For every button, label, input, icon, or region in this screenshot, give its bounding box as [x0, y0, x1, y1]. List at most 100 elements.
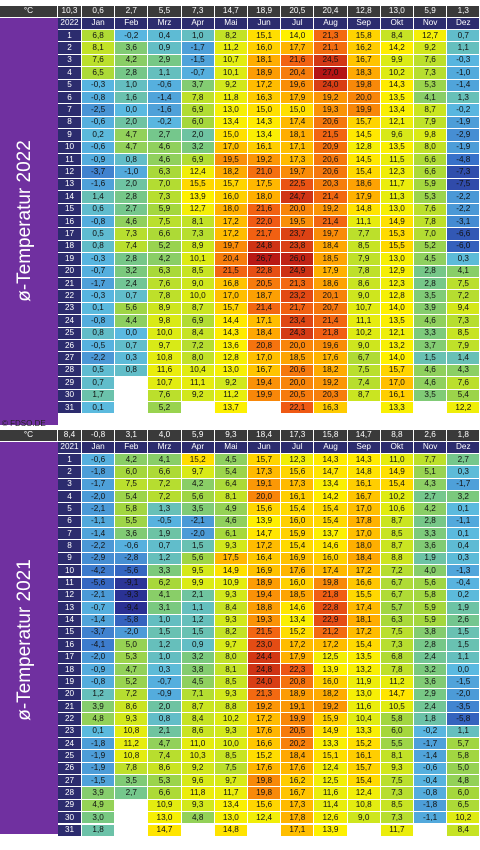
data-cell: 0,8: [82, 327, 116, 340]
data-cell: 14,3: [380, 79, 414, 92]
data-cell: 8,5: [447, 327, 480, 340]
data-cell: 12,8: [380, 290, 414, 303]
data-cell: 16,0: [314, 676, 348, 689]
data-cell: 6,6: [148, 787, 182, 800]
data-cell: 24,4: [248, 651, 282, 664]
data-cell: -9,4: [115, 602, 149, 615]
day-label: 11: [58, 577, 82, 590]
data-cell: -1,5: [82, 775, 116, 788]
data-cell: 24,8: [248, 240, 282, 254]
data-cell: 18,4: [248, 327, 282, 340]
data-cell: 13,5: [380, 315, 414, 328]
data-cell: 6,9: [181, 104, 215, 117]
data-cell: -1,8: [82, 466, 116, 479]
day-label: 29: [58, 377, 82, 390]
day-label: 10: [58, 565, 82, 578]
data-cell: 2,4: [115, 278, 149, 291]
day-label: 18: [58, 663, 82, 677]
data-cell: 7,8: [115, 762, 149, 776]
monthly-mean: 5,9: [414, 6, 448, 18]
data-cell: 2,4: [414, 651, 448, 664]
data-cell: -1,1: [447, 515, 480, 529]
data-cell: 7,6: [82, 54, 116, 68]
data-cell: -2,2: [82, 352, 116, 365]
data-cell: 10,1: [181, 253, 215, 266]
data-cell: 10,2: [447, 812, 480, 825]
data-cell: [414, 824, 448, 837]
data-cell: 20,5: [248, 278, 282, 291]
day-label: 30: [58, 812, 82, 825]
data-cell: 11,2: [115, 738, 149, 751]
data-cell: 9,3: [181, 799, 215, 813]
data-cell: 0,1: [447, 528, 480, 541]
day-label: 11: [58, 154, 82, 167]
data-cell: 17,9: [281, 651, 315, 664]
data-cell: 4,2: [148, 253, 182, 266]
data-cell: 7,2: [447, 290, 480, 303]
data-cell: 23,8: [281, 240, 315, 254]
day-label: 20: [58, 265, 82, 278]
data-cell: 22,3: [281, 663, 315, 677]
data-cell: 20,0: [347, 92, 381, 105]
data-cell: 16,1: [380, 389, 414, 402]
data-cell: -1,5: [447, 676, 480, 689]
data-cell: 15,5: [347, 589, 381, 603]
data-cell: 19,2: [248, 701, 282, 714]
day-label: 26: [58, 340, 82, 353]
data-cell: 11,5: [380, 154, 414, 167]
data-cell: 16,2: [347, 42, 381, 55]
day-label: 9: [58, 552, 82, 566]
data-cell: -0,9: [82, 154, 116, 167]
data-cell: 5,2: [414, 240, 448, 254]
monthly-mean: 2,6: [414, 430, 448, 442]
data-cell: 22,0: [248, 216, 282, 229]
data-cell: 18,4: [281, 750, 315, 763]
day-label: 31: [58, 402, 82, 415]
data-cell: 7,5: [115, 478, 149, 492]
data-cell: 22,9: [314, 614, 348, 627]
day-label: 17: [58, 228, 82, 241]
data-cell: 13,0: [380, 203, 414, 216]
data-cell: 21,6: [248, 203, 282, 216]
data-cell: 20,5: [281, 389, 315, 402]
data-cell: 4,3: [447, 364, 480, 378]
data-cell: 3,2: [181, 651, 215, 664]
data-cell: 22,8: [314, 602, 348, 615]
day-label: 1: [58, 30, 82, 43]
data-cell: 3,3: [414, 327, 448, 340]
data-cell: 4,6: [414, 364, 448, 378]
day-label: 12: [58, 589, 82, 603]
data-cell: 5,6: [414, 577, 448, 590]
data-cell: -1,9: [82, 762, 116, 776]
data-cell: -0,6: [82, 454, 116, 467]
data-cell: -5,8: [447, 713, 480, 726]
data-cell: 9,2: [214, 377, 248, 390]
data-cell: [248, 824, 282, 837]
data-cell: 3,6: [115, 42, 149, 55]
day-label: 13: [58, 602, 82, 615]
data-cell: 14,9: [380, 466, 414, 479]
data-cell: 7,8: [148, 290, 182, 303]
data-cell: 12,5: [314, 651, 348, 664]
data-cell: 17,1: [248, 315, 282, 328]
data-cell: 5,9: [414, 178, 448, 192]
data-cell: 15,0: [214, 129, 248, 142]
data-cell: 11,2: [214, 42, 248, 55]
data-cell: 13,5: [380, 141, 414, 154]
data-cell: 13,5: [380, 92, 414, 105]
data-cell: -0,3: [82, 79, 116, 92]
data-cell: 8,7: [181, 302, 215, 316]
data-cell: 18,1: [281, 129, 315, 142]
data-cell: 1,1: [447, 651, 480, 664]
data-cell: 24,9: [281, 265, 315, 278]
data-cell: 13,2: [347, 663, 381, 677]
data-cell: 8,1: [82, 42, 116, 55]
data-cell: -0,4: [447, 577, 480, 590]
data-cell: 20,6: [281, 364, 315, 378]
data-cell: 14,8: [347, 203, 381, 216]
data-cell: -9,3: [115, 589, 149, 603]
data-cell: 9,0: [347, 340, 381, 353]
data-cell: 4,5: [414, 253, 448, 266]
data-cell: 17,0: [380, 377, 414, 390]
data-cell: 9,7: [148, 340, 182, 353]
